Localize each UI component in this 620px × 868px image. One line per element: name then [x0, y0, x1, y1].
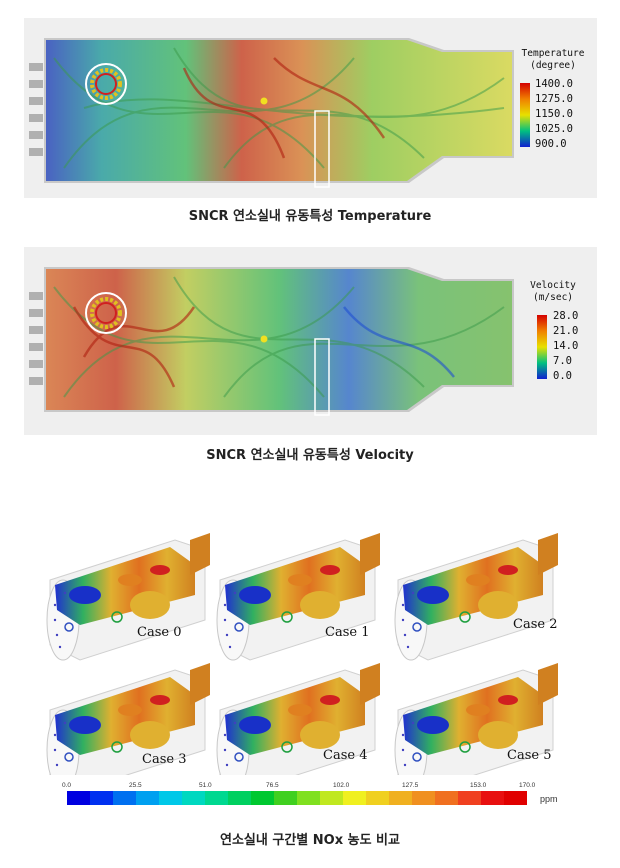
- nox-colorbar-segment: [458, 791, 481, 805]
- nox-colorbar-segment: [504, 791, 527, 805]
- velocity-tick: 0.0: [553, 370, 572, 382]
- velocity-tick: 21.0: [553, 325, 579, 337]
- nox-colorbar-tick: 25.5: [129, 782, 142, 789]
- case-label: Case 5: [507, 748, 552, 763]
- nox-colorbar-segment: [274, 791, 297, 805]
- velocity-caption: SNCR 연소실내 유동특성 Velocity: [206, 448, 414, 463]
- temperature-legend-title-line1: Temperature: [521, 48, 585, 59]
- nox-colorbar-segment: [320, 791, 343, 805]
- nox-unit-label: ppm: [540, 794, 558, 804]
- velocity-flow-diagram: [29, 267, 514, 416]
- temperature-tick: 1275.0: [535, 93, 573, 105]
- nox-colorbar-segment: [412, 791, 435, 805]
- nox-colorbar-tick: 102.0: [333, 782, 350, 789]
- temperature-caption: SNCR 연소실내 유동특성 Temperature: [188, 209, 432, 224]
- nox-colorbar-segment: [136, 791, 159, 805]
- velocity-tick: 14.0: [553, 340, 579, 352]
- nox-colorbar-segment: [205, 791, 228, 805]
- velocity-tick: 7.0: [553, 355, 572, 367]
- temperature-tick: 1400.0: [535, 78, 573, 90]
- nox-colorbar-tick: 76.5: [266, 782, 279, 789]
- case-label: Case 0: [137, 625, 182, 640]
- nox-colorbar-tick: 51.0: [199, 782, 212, 789]
- nox-colorbar-segment: [251, 791, 274, 805]
- nox-colorbar-segment: [481, 791, 504, 805]
- velocity-legend-title-line2: (m/sec): [532, 292, 574, 303]
- temperature-legend-title-line2: (degree): [530, 60, 576, 71]
- temperature-tick: 1025.0: [535, 123, 573, 135]
- nox-colorbar-segment: [389, 791, 412, 805]
- nox-colorbar-segment: [182, 791, 205, 805]
- velocity-legend-title: Velocity (m/sec): [518, 280, 588, 304]
- temperature-colorbar: [520, 83, 530, 147]
- nox-colorbar-segment: [159, 791, 182, 805]
- nox-caption: 연소실내 구간별 NOx 농도 비교: [220, 833, 400, 848]
- nox-cases-diagram: [46, 532, 559, 775]
- nox-colorbar-segment: [343, 791, 366, 805]
- nox-colorbar-tick: 0.0: [62, 782, 72, 789]
- temperature-tick: 1150.0: [535, 108, 573, 120]
- nox-colorbar-tick: 153.0: [470, 782, 487, 789]
- temperature-legend-title: Temperature (degree): [513, 48, 593, 72]
- nox-colorbar-tick: 170.0: [519, 782, 536, 789]
- velocity-tick: 28.0: [553, 310, 579, 322]
- temperature-flow-diagram: [29, 38, 514, 188]
- case-label: Case 2: [513, 617, 558, 632]
- nox-colorbar-segment: [90, 791, 113, 805]
- case-label: Case 1: [325, 625, 370, 640]
- nox-colorbar-segment: [228, 791, 251, 805]
- temperature-tick: 900.0: [535, 138, 567, 150]
- velocity-legend-title-line1: Velocity: [530, 280, 576, 291]
- case-label: Case 3: [142, 752, 187, 767]
- nox-colorbar-segment: [67, 791, 90, 805]
- nox-colorbar-segment: [366, 791, 389, 805]
- nox-colorbar-tick: 127.5: [402, 782, 419, 789]
- nox-colorbar-segment: [297, 791, 320, 805]
- velocity-colorbar: [537, 315, 547, 379]
- nox-colorbar-segment: [113, 791, 136, 805]
- case-label: Case 4: [323, 748, 368, 763]
- nox-colorbar: [67, 791, 527, 805]
- nox-colorbar-segment: [435, 791, 458, 805]
